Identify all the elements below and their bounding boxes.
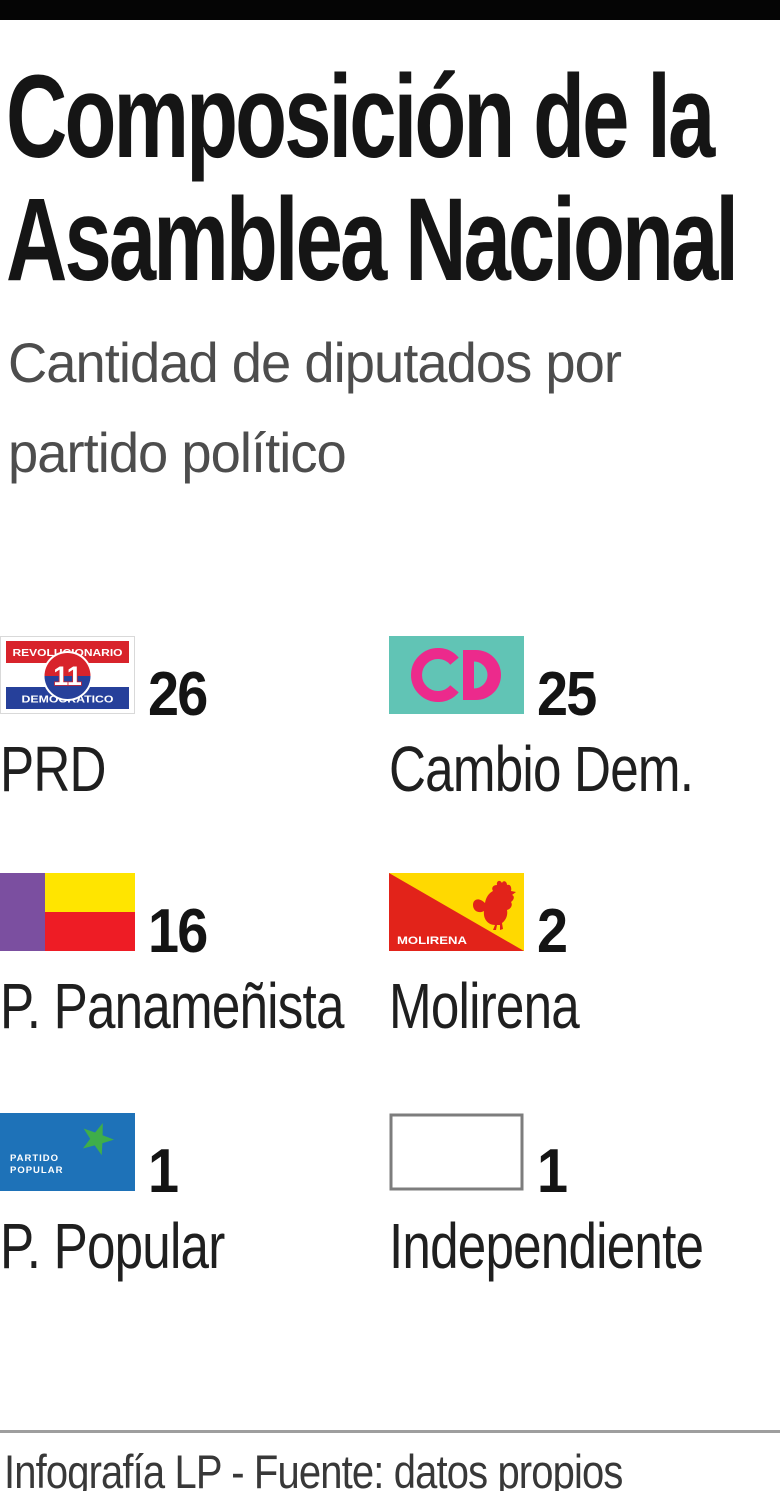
footer-divider (0, 1430, 780, 1433)
cd-letter-c (411, 648, 459, 702)
popular-flag-icon: PARTIDO POPULAR (0, 1113, 135, 1191)
independiente-flag-icon (389, 1113, 524, 1191)
party-flag-row: MOLIRENA 2 (389, 873, 626, 966)
seat-count-popular: 1 (148, 1137, 179, 1206)
party-label-panamenista: P. Panameñista (0, 970, 344, 1042)
prd-eleven-text: 11 (53, 661, 82, 691)
seat-count-cambio-dem: 25 (537, 660, 597, 729)
panamenista-red-band (45, 912, 135, 951)
party-item-panamenista: 16 P. Panameñista (0, 873, 430, 1040)
seat-count-molirena: 2 (537, 897, 568, 966)
molirena-flag-icon: MOLIRENA (389, 873, 524, 951)
party-item-prd: REVOLUCIONARIO DEMOCRATICO 11 26 PRD (0, 636, 213, 803)
popular-text-line2: POPULAR (10, 1165, 63, 1176)
subtitle-line-1: Cantidad de diputados por (8, 331, 622, 394)
party-label-popular: P. Popular (0, 1210, 225, 1282)
page-title: Composición de la Asamblea Nacional (6, 51, 739, 306)
party-label-prd: PRD (0, 733, 106, 805)
seat-count-panamenista: 16 (148, 897, 208, 966)
party-flag-row: 1 (389, 1113, 780, 1206)
party-item-molirena: MOLIRENA 2 Molirena (389, 873, 626, 1040)
party-item-cambio-dem: 25 Cambio Dem. (389, 636, 769, 803)
party-label-molirena: Molirena (389, 970, 580, 1042)
title-line-2: Asamblea Nacional (6, 174, 739, 306)
molirena-red-triangle (389, 873, 524, 951)
page-subtitle: Cantidad de diputados por partido políti… (8, 318, 622, 498)
panamenista-purple-band (0, 873, 45, 951)
panamenista-flag-icon (0, 873, 135, 951)
molirena-name-text: MOLIRENA (397, 935, 467, 947)
cd-letter-d (463, 650, 501, 700)
subtitle-line-2: partido político (8, 421, 347, 484)
party-label-independiente: Independiente (389, 1210, 704, 1282)
popular-star-icon (82, 1123, 114, 1156)
party-flag-row: 25 (389, 636, 769, 729)
title-line-1: Composición de la (6, 51, 715, 183)
molirena-rooster-icon (473, 880, 516, 930)
independiente-empty-box (389, 1113, 524, 1191)
popular-blue-field (0, 1113, 135, 1191)
top-black-bar (0, 0, 780, 20)
cambio-dem-flag-icon (389, 636, 524, 714)
panamenista-yellow-band (45, 873, 135, 912)
party-flag-row: REVOLUCIONARIO DEMOCRATICO 11 26 (0, 636, 213, 729)
cd-flag-field (389, 636, 524, 714)
party-flag-row: PARTIDO POPULAR 1 (0, 1113, 281, 1206)
footer-credit: Infografía LP - Fuente: datos propios (4, 1445, 623, 1491)
party-flag-row: 16 (0, 873, 430, 966)
prd-circle-bottom (44, 676, 91, 699)
party-item-popular: PARTIDO POPULAR 1 P. Popular (0, 1113, 281, 1280)
prd-circle-top (44, 653, 91, 676)
prd-flag-icon: REVOLUCIONARIO DEMOCRATICO 11 (0, 636, 135, 714)
popular-text-line1: PARTIDO (10, 1153, 59, 1164)
party-label-cambio-dem: Cambio Dem. (389, 733, 694, 805)
seat-count-prd: 26 (148, 660, 208, 729)
party-item-independiente: 1 Independiente (389, 1113, 780, 1280)
seat-count-independiente: 1 (537, 1137, 568, 1206)
